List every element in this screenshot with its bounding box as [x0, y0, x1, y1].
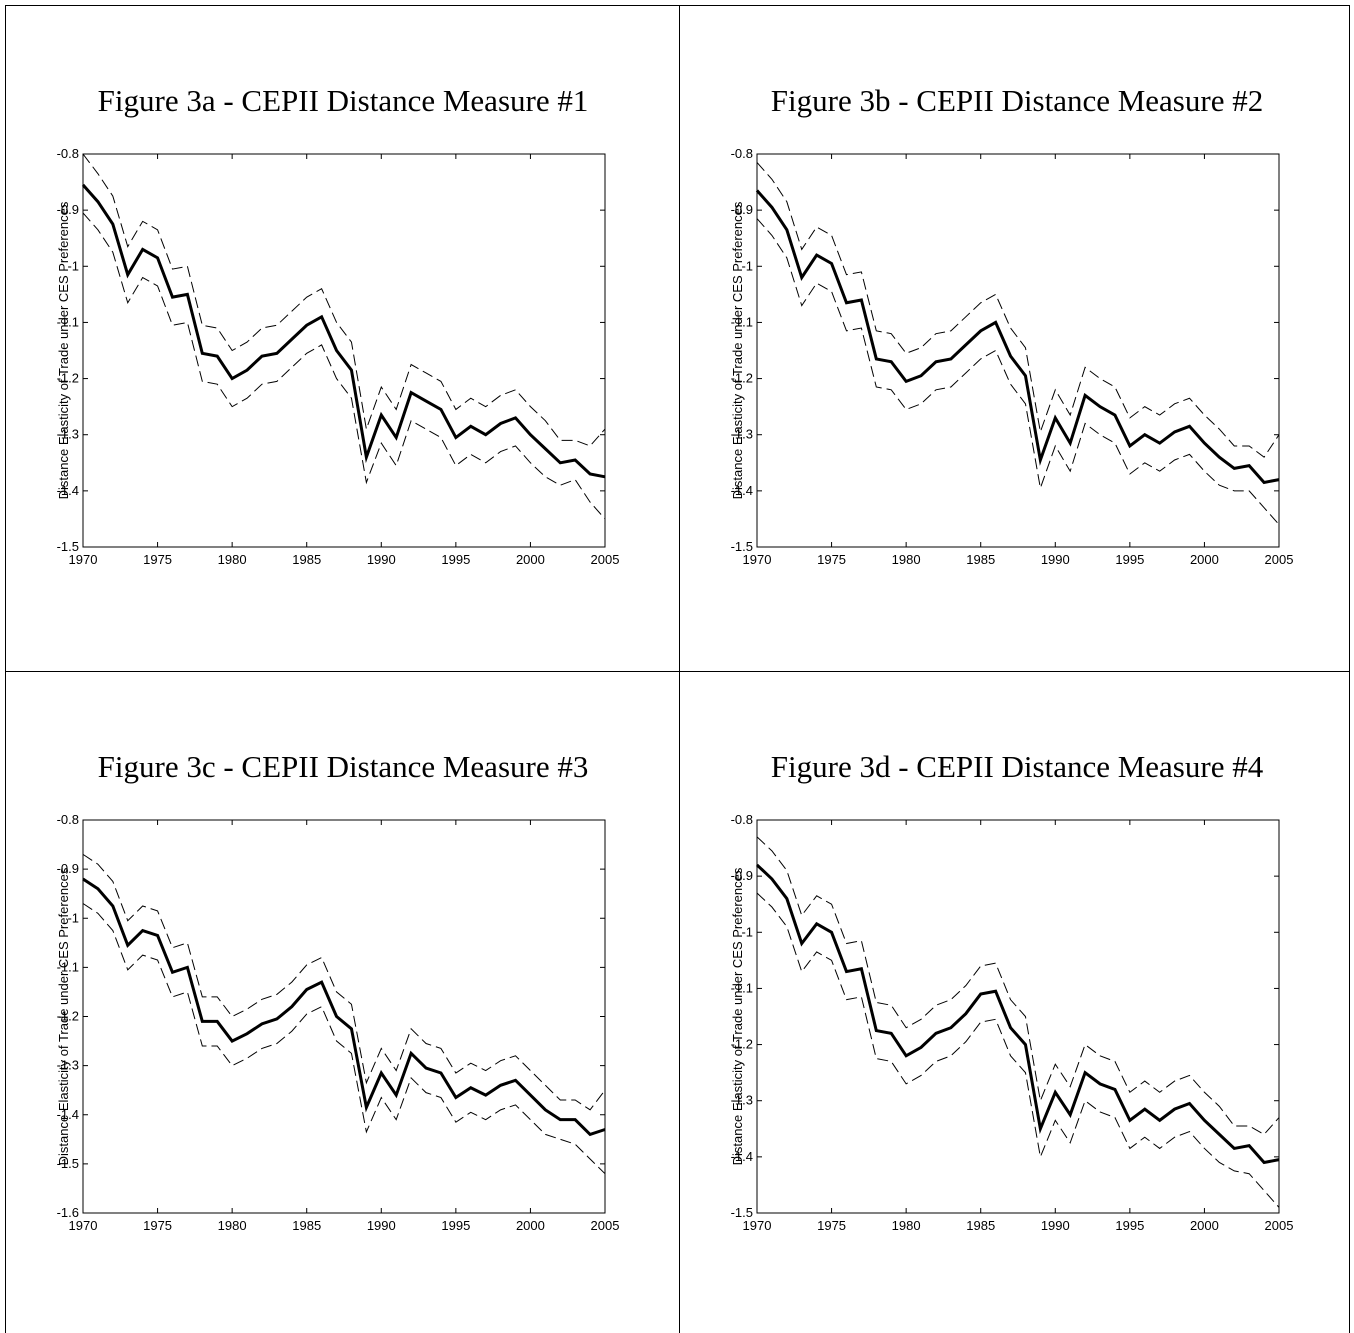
y-tick-label: -1.5	[731, 1205, 753, 1220]
estimate-line	[82, 877, 606, 1137]
chart: Figure 3a - CEPII Distance Measure #1 Dis…	[56, 83, 620, 567]
x-tick-label: 2005	[1265, 1218, 1294, 1233]
x-tick-label: 2000	[1190, 552, 1219, 567]
x-tick-label: 1995	[441, 552, 470, 567]
x-tick-label: 1990	[1041, 1218, 1070, 1233]
y-tick-label: -1.2	[57, 371, 79, 386]
y-tick-label: -0.8	[57, 812, 79, 827]
x-tick-label: 1995	[441, 1218, 470, 1233]
x-tick-label: 1985	[966, 552, 995, 567]
y-tick-label: -1	[67, 258, 79, 273]
x-tick-label: 1990	[367, 552, 396, 567]
figure-cell: Figure 3c - CEPII Distance Measure #3 Dis…	[5, 671, 679, 1333]
y-tick-label: -0.8	[57, 146, 79, 161]
confidence-line	[82, 903, 606, 1175]
confidence-line	[756, 218, 1280, 525]
figure-cell: Figure 3d - CEPII Distance Measure #4 Dis…	[679, 671, 1350, 1333]
y-tick-label: -1.6	[57, 1205, 79, 1220]
y-tick-label: -1.1	[57, 314, 79, 329]
y-tick-label: -0.9	[57, 861, 79, 876]
y-tick-label: -0.8	[731, 146, 753, 161]
plot-frame	[756, 153, 1280, 548]
chart: Figure 3b - CEPII Distance Measure #2 Dis…	[730, 83, 1294, 567]
confidence-line	[756, 892, 1280, 1208]
figure-cell: Figure 3a - CEPII Distance Measure #1 Dis…	[5, 5, 679, 671]
y-axis-label: Distance Elasticity of Trade under CES P…	[56, 867, 71, 1165]
y-tick-label: -1.5	[57, 1156, 79, 1171]
x-tick-label: 2000	[1190, 1218, 1219, 1233]
y-axis-label: Distance Elasticity of Trade under CES P…	[56, 201, 71, 499]
figure-cell: Figure 3b - CEPII Distance Measure #2 Dis…	[679, 5, 1350, 671]
y-tick-label: -0.9	[57, 202, 79, 217]
x-tick-label: 1970	[69, 552, 98, 567]
x-tick-label: 1975	[143, 552, 172, 567]
y-tick-label: -1	[741, 258, 753, 273]
y-tick-label: -1.2	[57, 1009, 79, 1024]
y-tick-label: -1	[67, 910, 79, 925]
y-tick-label: -0.9	[731, 868, 753, 883]
plot-frame	[756, 819, 1280, 1214]
y-axis-label: Distance Elasticity of Trade under CES P…	[730, 867, 745, 1165]
y-tick-label: -0.8	[731, 812, 753, 827]
estimate-line	[755, 863, 1280, 1165]
y-tick-label: -1.4	[57, 483, 79, 498]
x-tick-label: 1975	[817, 1218, 846, 1233]
x-tick-label: 2005	[1265, 552, 1294, 567]
x-tick-label: 1970	[743, 1218, 772, 1233]
y-tick-label: -1.1	[731, 980, 753, 995]
y-tick-label: -1.3	[57, 1058, 79, 1073]
x-tick-label: 2000	[516, 552, 545, 567]
x-tick-label: 1980	[218, 552, 247, 567]
y-tick-label: -0.9	[731, 202, 753, 217]
x-tick-label: 1970	[743, 552, 772, 567]
x-tick-label: 1985	[966, 1218, 995, 1233]
y-tick-label: -1.4	[731, 483, 753, 498]
estimate-line	[81, 183, 606, 479]
confidence-line	[82, 212, 606, 520]
y-tick-label: -1.2	[731, 1037, 753, 1052]
x-tick-label: 1985	[292, 1218, 321, 1233]
y-tick-label: -1.3	[731, 1093, 753, 1108]
chart-title: Figure 3c - CEPII Distance Measure #3	[98, 749, 589, 784]
y-tick-label: -1.1	[731, 314, 753, 329]
x-tick-label: 1985	[292, 552, 321, 567]
plot-frame	[82, 153, 606, 548]
x-tick-label: 1980	[892, 1218, 921, 1233]
chart: Figure 3c - CEPII Distance Measure #3 Dis…	[56, 749, 620, 1233]
x-tick-label: 1980	[892, 552, 921, 567]
chart-title: Figure 3b - CEPII Distance Measure #2	[771, 83, 1263, 118]
confidence-line	[82, 853, 606, 1111]
chart-title: Figure 3a - CEPII Distance Measure #1	[98, 83, 589, 118]
y-tick-label: -1.5	[731, 539, 753, 554]
x-tick-label: 2005	[591, 1218, 620, 1233]
plot-frame	[82, 819, 606, 1214]
x-tick-label: 2005	[591, 552, 620, 567]
x-tick-label: 1975	[817, 552, 846, 567]
y-tick-label: -1.3	[731, 427, 753, 442]
y-tick-label: -1.5	[57, 539, 79, 554]
chart-title: Figure 3d - CEPII Distance Measure #4	[771, 749, 1264, 784]
estimate-line	[755, 189, 1280, 485]
chart: Figure 3d - CEPII Distance Measure #4 Dis…	[730, 749, 1294, 1233]
y-tick-label: -1.2	[731, 371, 753, 386]
x-tick-label: 2000	[516, 1218, 545, 1233]
x-tick-label: 1995	[1115, 552, 1144, 567]
x-tick-label: 1975	[143, 1218, 172, 1233]
y-tick-label: -1.4	[57, 1107, 79, 1122]
x-tick-label: 1990	[1041, 552, 1070, 567]
confidence-line	[756, 162, 1280, 458]
y-tick-label: -1.3	[57, 427, 79, 442]
y-tick-label: -1.1	[57, 959, 79, 974]
x-tick-label: 1970	[69, 1218, 98, 1233]
y-axis-label: Distance Elasticity of Trade under CES P…	[730, 201, 745, 499]
x-tick-label: 1990	[367, 1218, 396, 1233]
confidence-line	[82, 153, 606, 447]
y-tick-label: -1	[741, 924, 753, 939]
y-tick-label: -1.4	[731, 1149, 753, 1164]
x-tick-label: 1980	[218, 1218, 247, 1233]
x-tick-label: 1995	[1115, 1218, 1144, 1233]
confidence-line	[756, 836, 1280, 1136]
